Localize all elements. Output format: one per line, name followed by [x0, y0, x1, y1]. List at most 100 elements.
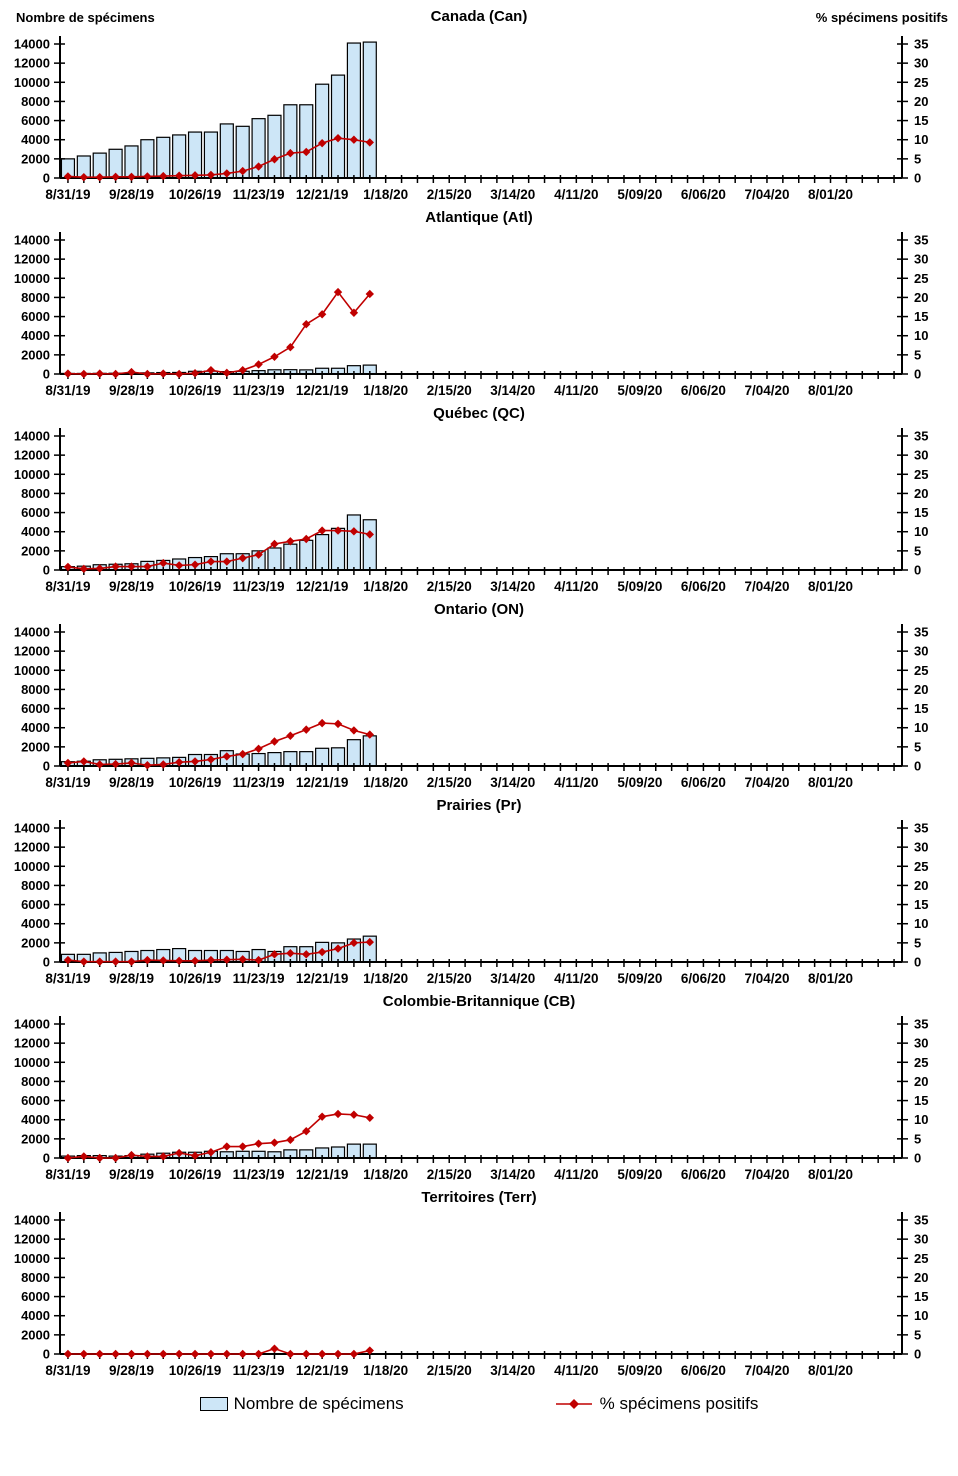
positive-line-icon — [555, 1399, 592, 1409]
svg-text:10000: 10000 — [14, 859, 50, 874]
svg-text:4/11/20: 4/11/20 — [554, 579, 598, 594]
svg-text:10000: 10000 — [14, 271, 50, 286]
svg-text:10000: 10000 — [14, 1251, 50, 1266]
svg-text:30: 30 — [914, 1036, 928, 1051]
svg-text:10/26/19: 10/26/19 — [169, 1363, 222, 1378]
chart-canvas-territoires: 0 2000 4000 6000 8000 10000 12000 14000 0 5 10 15 20… — [14, 1016, 928, 1182]
svg-text:10: 10 — [914, 524, 928, 539]
svg-text:20: 20 — [914, 1270, 928, 1285]
svg-text:11/23/19: 11/23/19 — [233, 775, 285, 790]
svg-text:1/18/20: 1/18/20 — [363, 1167, 408, 1182]
svg-text:12000: 12000 — [14, 448, 50, 463]
svg-text:35: 35 — [914, 429, 928, 444]
panel-ontario: Ontario (ON) 0 2000 4000 6000 8000 10000 12000… — [0, 600, 958, 796]
svg-text:1/18/20: 1/18/20 — [363, 579, 408, 594]
svg-text:14000: 14000 — [14, 821, 50, 836]
svg-text:4/11/20: 4/11/20 — [554, 1363, 598, 1378]
svg-text:2000: 2000 — [21, 347, 50, 362]
svg-text:10: 10 — [914, 916, 928, 931]
svg-text:25: 25 — [914, 1251, 928, 1266]
svg-text:8/31/19: 8/31/19 — [45, 1363, 90, 1378]
panel-prairies: Prairies (Pr) 0 2000 4000 6000 8000 10000 1200… — [0, 796, 958, 992]
svg-text:2000: 2000 — [21, 1131, 50, 1146]
svg-text:2/15/20: 2/15/20 — [427, 775, 472, 790]
svg-text:10/26/19: 10/26/19 — [169, 775, 222, 790]
svg-text:25: 25 — [914, 467, 928, 482]
svg-text:12/21/19: 12/21/19 — [296, 187, 349, 202]
svg-text:8000: 8000 — [21, 1074, 50, 1089]
svg-text:3/14/20: 3/14/20 — [490, 383, 535, 398]
svg-text:6000: 6000 — [21, 505, 50, 520]
svg-text:6/06/20: 6/06/20 — [681, 1363, 726, 1378]
panel-quebec: Québec (QC) 0 2000 4000 6000 8000 10000 12000 1… — [0, 404, 958, 600]
svg-text:2/15/20: 2/15/20 — [427, 383, 472, 398]
svg-text:20: 20 — [914, 1074, 928, 1089]
svg-text:10000: 10000 — [14, 467, 50, 482]
svg-text:0: 0 — [43, 1347, 50, 1362]
svg-text:6000: 6000 — [21, 309, 50, 324]
chart-legend: Nombre de spécimens % spécimens positifs — [0, 1394, 958, 1414]
svg-text:4000: 4000 — [21, 132, 50, 147]
svg-text:8000: 8000 — [21, 94, 50, 109]
svg-text:8/31/19: 8/31/19 — [45, 1167, 90, 1182]
svg-text:9/28/19: 9/28/19 — [109, 383, 154, 398]
svg-text:15: 15 — [914, 701, 928, 716]
svg-text:8/01/20: 8/01/20 — [808, 579, 853, 594]
svg-text:12000: 12000 — [14, 644, 50, 659]
svg-text:25: 25 — [914, 663, 928, 678]
svg-text:11/23/19: 11/23/19 — [233, 1167, 285, 1182]
svg-text:11/23/19: 11/23/19 — [233, 971, 285, 986]
svg-text:2/15/20: 2/15/20 — [427, 1167, 472, 1182]
svg-text:8/01/20: 8/01/20 — [808, 775, 853, 790]
svg-text:2/15/20: 2/15/20 — [427, 971, 472, 986]
svg-text:12/21/19: 12/21/19 — [296, 579, 349, 594]
svg-text:15: 15 — [914, 897, 928, 912]
svg-text:4000: 4000 — [21, 524, 50, 539]
svg-text:8/31/19: 8/31/19 — [45, 383, 90, 398]
svg-text:6/06/20: 6/06/20 — [681, 187, 726, 202]
svg-text:0: 0 — [43, 1151, 50, 1166]
svg-text:8/01/20: 8/01/20 — [808, 383, 853, 398]
svg-text:4000: 4000 — [21, 1112, 50, 1127]
svg-text:0: 0 — [914, 563, 921, 578]
svg-text:35: 35 — [914, 1213, 928, 1228]
chart-canvas-territoires: 0 2000 4000 6000 8000 10000 12000 14000 0 5 10 15 20… — [14, 1212, 928, 1378]
svg-text:15: 15 — [914, 113, 928, 128]
svg-text:6/06/20: 6/06/20 — [681, 1167, 726, 1182]
svg-text:30: 30 — [914, 1232, 928, 1247]
svg-text:9/28/19: 9/28/19 — [109, 775, 154, 790]
svg-text:35: 35 — [914, 37, 928, 52]
svg-text:9/28/19: 9/28/19 — [109, 1363, 154, 1378]
svg-text:8/01/20: 8/01/20 — [808, 1167, 853, 1182]
svg-text:9/28/19: 9/28/19 — [109, 1167, 154, 1182]
svg-text:10/26/19: 10/26/19 — [169, 187, 222, 202]
svg-text:12000: 12000 — [14, 252, 50, 267]
svg-text:11/23/19: 11/23/19 — [233, 1363, 285, 1378]
svg-text:12/21/19: 12/21/19 — [296, 775, 349, 790]
svg-text:0: 0 — [914, 367, 921, 382]
svg-text:6/06/20: 6/06/20 — [681, 579, 726, 594]
svg-text:12/21/19: 12/21/19 — [296, 1363, 349, 1378]
svg-text:7/04/20: 7/04/20 — [744, 775, 789, 790]
svg-text:30: 30 — [914, 56, 928, 71]
svg-text:2/15/20: 2/15/20 — [427, 1363, 472, 1378]
svg-text:4000: 4000 — [21, 328, 50, 343]
svg-text:6/06/20: 6/06/20 — [681, 971, 726, 986]
svg-text:3/14/20: 3/14/20 — [490, 775, 535, 790]
svg-text:25: 25 — [914, 75, 928, 90]
chart-title-colombie-britannique: Colombie-Britannique (CB) — [382, 993, 576, 1010]
svg-text:2/15/20: 2/15/20 — [427, 579, 472, 594]
svg-text:8000: 8000 — [21, 290, 50, 305]
svg-text:14000: 14000 — [14, 625, 50, 640]
svg-text:12000: 12000 — [14, 840, 50, 855]
svg-text:1/18/20: 1/18/20 — [363, 383, 408, 398]
svg-text:30: 30 — [914, 252, 928, 267]
svg-text:2000: 2000 — [21, 1327, 50, 1342]
svg-text:15: 15 — [914, 505, 928, 520]
svg-text:0: 0 — [914, 759, 921, 774]
svg-text:14000: 14000 — [14, 429, 50, 444]
chart-title-territoires: Territoires (Terr) — [421, 1189, 537, 1206]
svg-text:12/21/19: 12/21/19 — [296, 971, 349, 986]
svg-text:2000: 2000 — [21, 543, 50, 558]
